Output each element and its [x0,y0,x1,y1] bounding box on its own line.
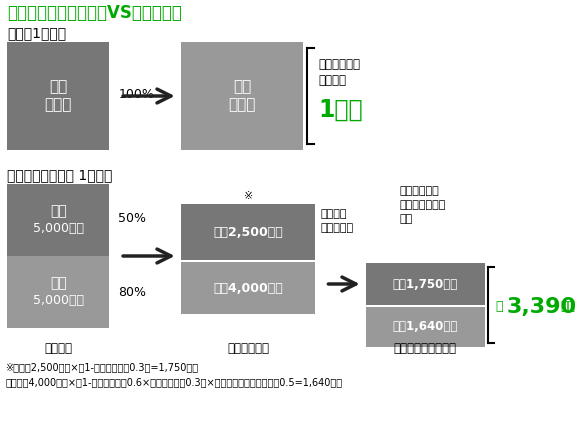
Bar [366,263,485,305]
Text: 投資用不動産評価額: 投資用不動産評価額 [394,342,457,355]
Bar [8,256,109,328]
Text: １億円: １億円 [45,98,72,112]
Text: 5,000万円: 5,000万円 [33,222,84,235]
Text: 50%: 50% [118,212,146,225]
Text: 現金: 現金 [49,79,68,95]
Text: 万円: 万円 [560,301,576,314]
Bar [8,42,109,150]
Text: 約: 約 [496,301,503,314]
Bar [181,204,315,260]
Text: 建物: 建物 [50,204,66,218]
Text: 賃貸なら: 賃貸なら [321,209,347,219]
Text: 80%: 80% [118,286,146,299]
Text: 売買価格から: 売買価格から [399,186,439,196]
Text: 売買価格: 売買価格 [44,342,72,355]
Text: 建物1,750万円: 建物1,750万円 [393,277,458,290]
Bar [181,42,303,150]
Text: 現金: 現金 [233,79,251,95]
Text: 相続税評価額「現金」VS「不動産」: 相続税評価額「現金」VS「不動産」 [8,4,182,22]
Text: 3,390: 3,390 [507,297,577,317]
Text: １億円: １億円 [229,98,256,112]
Text: 土地　4,000万円×（1-借家権の割合0.6×借家権の割合0.3）×事業用小規模住宅の特例0.5=1,640万円: 土地 4,000万円×（1-借家権の割合0.6×借家権の割合0.3）×事業用小規… [6,377,343,387]
Text: 現金（1億円）: 現金（1億円） [8,26,66,40]
Text: 減少: 減少 [399,214,413,224]
Text: 土地: 土地 [50,276,66,290]
Text: 5,000万円: 5,000万円 [33,295,84,308]
Text: 大幅に評価額が: 大幅に評価額が [399,200,446,210]
Text: ※建物　2,500万円×（1-借家権の割合0.3）=1,750万円: ※建物 2,500万円×（1-借家権の割合0.3）=1,750万円 [6,362,198,372]
Text: 土地4,000万円: 土地4,000万円 [214,282,283,295]
Bar [366,307,485,347]
Bar [8,184,109,256]
Text: さらに控除: さらに控除 [321,223,354,233]
Text: 建物2,500万円: 建物2,500万円 [214,226,283,238]
Text: 土地1,640万円: 土地1,640万円 [393,321,458,334]
Text: ※: ※ [244,191,253,201]
Text: そのまま: そのまま [318,73,346,86]
Bar [181,262,315,314]
Text: 1億円: 1億円 [318,98,363,122]
Text: 不動産（売買価格 1億円）: 不動産（売買価格 1億円） [8,168,113,182]
Text: 相続税評価は: 相続税評価は [318,57,360,70]
Text: 100%: 100% [119,89,155,102]
Text: 不動産評価額: 不動産評価額 [228,342,269,355]
